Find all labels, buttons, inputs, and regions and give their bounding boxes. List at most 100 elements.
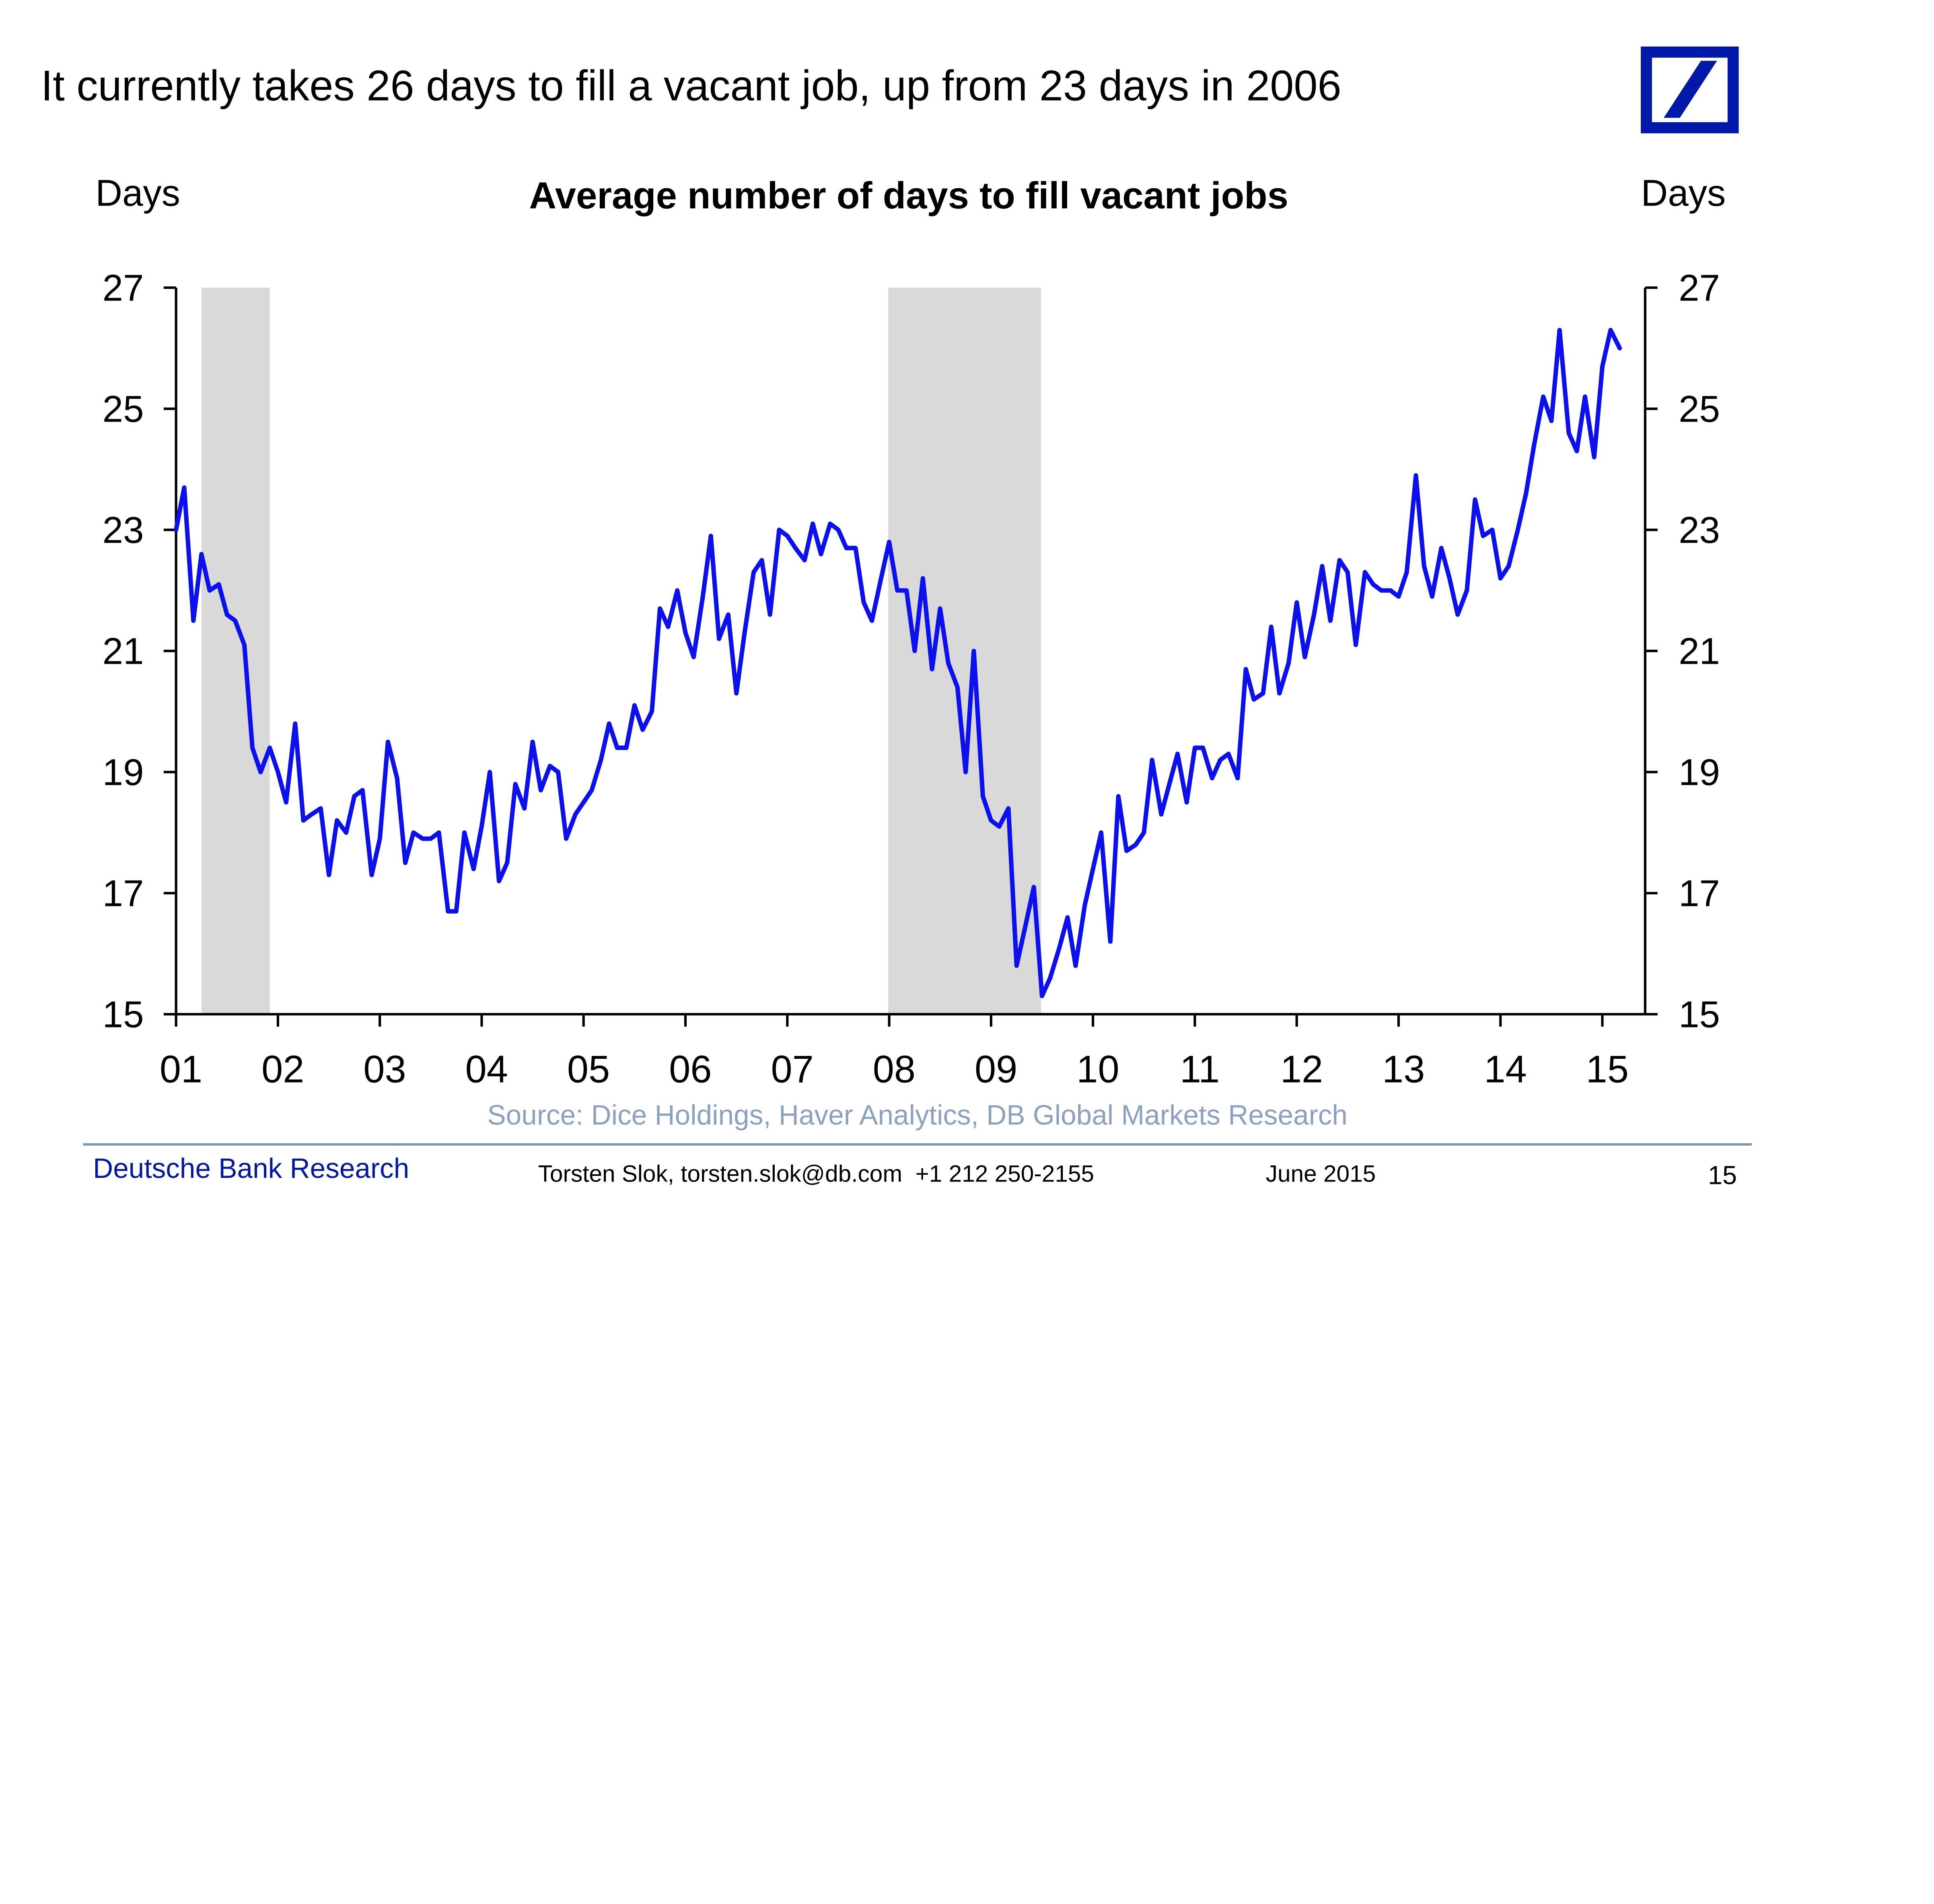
data-point — [607, 722, 611, 726]
data-point — [786, 534, 789, 538]
data-point — [1448, 576, 1451, 580]
data-point — [497, 879, 501, 883]
data-point — [1048, 976, 1052, 980]
data-point — [1430, 595, 1434, 599]
data-point — [1117, 795, 1120, 798]
data-point — [174, 528, 178, 532]
x-tick-label-08: 08 — [873, 1048, 916, 1091]
data-point — [344, 831, 348, 834]
data-point — [1295, 601, 1299, 604]
data-point — [1269, 625, 1273, 629]
data-point — [1236, 776, 1240, 780]
data-point — [1134, 843, 1138, 847]
data-point — [421, 837, 424, 841]
data-point — [463, 831, 466, 834]
data-point — [582, 801, 586, 804]
data-point — [454, 910, 458, 913]
data-point — [386, 740, 390, 744]
data-point — [243, 643, 246, 647]
data-point — [284, 801, 288, 804]
data-point — [921, 576, 925, 580]
data-point — [599, 758, 603, 762]
data-point — [200, 552, 204, 556]
data-point — [752, 570, 755, 574]
recession-band-2 — [888, 288, 1041, 1015]
data-point — [981, 795, 985, 798]
data-point — [1397, 595, 1401, 599]
data-point — [930, 667, 934, 671]
data-point — [624, 746, 628, 750]
data-point — [1541, 395, 1545, 399]
data-point — [1473, 498, 1477, 502]
data-point — [683, 631, 687, 635]
y-tick-label-right-27: 27 — [1679, 267, 1720, 309]
data-point — [1201, 746, 1205, 750]
data-point — [301, 819, 305, 822]
data-point — [360, 788, 364, 792]
data-point — [574, 813, 577, 816]
y-tick-label-right-15: 15 — [1679, 994, 1720, 1035]
data-point — [1363, 570, 1367, 574]
data-point — [641, 728, 645, 732]
data-point — [1329, 619, 1332, 623]
y-tick-label-left-23: 23 — [103, 509, 144, 551]
data-point — [1261, 692, 1265, 695]
data-point — [811, 522, 815, 526]
data-point — [1379, 589, 1383, 593]
data-point — [564, 837, 568, 841]
data-point — [1422, 564, 1426, 568]
data-point — [1074, 964, 1078, 967]
footer-date: June 2015 — [1266, 1161, 1376, 1187]
data-point — [1371, 583, 1375, 586]
data-point — [319, 807, 323, 810]
data-point — [1193, 746, 1197, 750]
data-point — [1567, 431, 1571, 435]
data-point — [1083, 903, 1087, 907]
data-point — [692, 655, 695, 659]
data-point — [905, 589, 908, 593]
data-point — [1414, 473, 1418, 478]
data-point — [1465, 589, 1469, 593]
data-point — [972, 649, 976, 653]
data-point — [735, 692, 739, 695]
data-point — [1389, 589, 1393, 593]
data-point — [1099, 831, 1103, 834]
data-point — [1244, 667, 1248, 671]
data-point — [1023, 928, 1027, 931]
data-point — [1405, 570, 1409, 574]
data-point — [1125, 849, 1128, 853]
data-point — [556, 770, 560, 774]
data-point — [997, 825, 1001, 828]
data-point — [819, 552, 823, 556]
y-axis-left-label: Days — [95, 172, 180, 214]
chart-title: Average number of days to fill vacant jo… — [529, 174, 1288, 216]
data-point — [854, 546, 858, 550]
data-point — [1210, 776, 1214, 780]
y-tick-label-left-27: 27 — [103, 267, 144, 309]
data-point — [1337, 558, 1341, 562]
footer-brand: Deutsche Bank Research — [93, 1153, 409, 1184]
data-point — [1066, 916, 1070, 919]
x-tick-label-13: 13 — [1382, 1048, 1425, 1091]
y-tick-label-left-25: 25 — [103, 388, 144, 430]
recession-band-1 — [201, 288, 270, 1015]
deutsche-bank-logo — [1641, 46, 1739, 134]
data-point — [1583, 395, 1587, 399]
data-point — [370, 873, 374, 877]
data-point — [259, 770, 263, 774]
data-point — [828, 522, 832, 526]
data-point — [1226, 752, 1230, 756]
data-point — [1159, 813, 1163, 816]
data-point — [1320, 564, 1324, 568]
y-tick-label-right-19: 19 — [1679, 751, 1720, 793]
data-point — [523, 807, 527, 810]
data-point — [429, 837, 433, 841]
data-point — [879, 576, 883, 580]
data-point — [615, 746, 619, 750]
data-point — [666, 625, 670, 629]
data-point — [437, 831, 441, 834]
data-point — [836, 528, 840, 532]
data-point — [411, 831, 416, 834]
data-point — [1618, 346, 1622, 350]
x-tick-label-07: 07 — [771, 1048, 813, 1091]
